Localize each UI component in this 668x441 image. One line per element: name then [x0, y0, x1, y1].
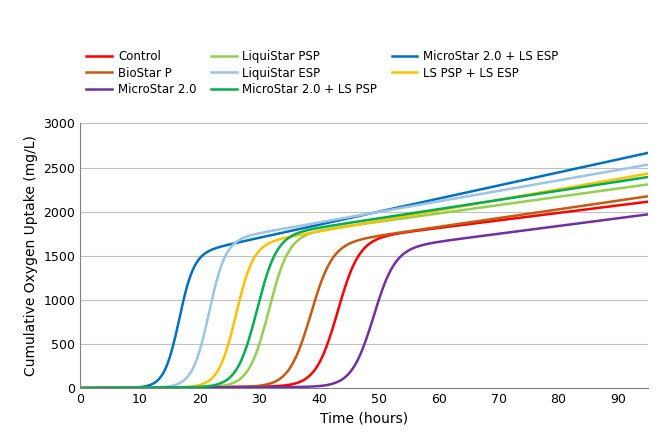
X-axis label: Time (hours): Time (hours) — [320, 411, 408, 426]
Y-axis label: Cumulative Oxygen Uptake (mg/L): Cumulative Oxygen Uptake (mg/L) — [24, 135, 38, 376]
Legend: Control, BioStar P, MicroStar 2.0, LiquiStar PSP, LiquiStar ESP, MicroStar 2.0 +: Control, BioStar P, MicroStar 2.0, Liqui… — [86, 50, 558, 96]
